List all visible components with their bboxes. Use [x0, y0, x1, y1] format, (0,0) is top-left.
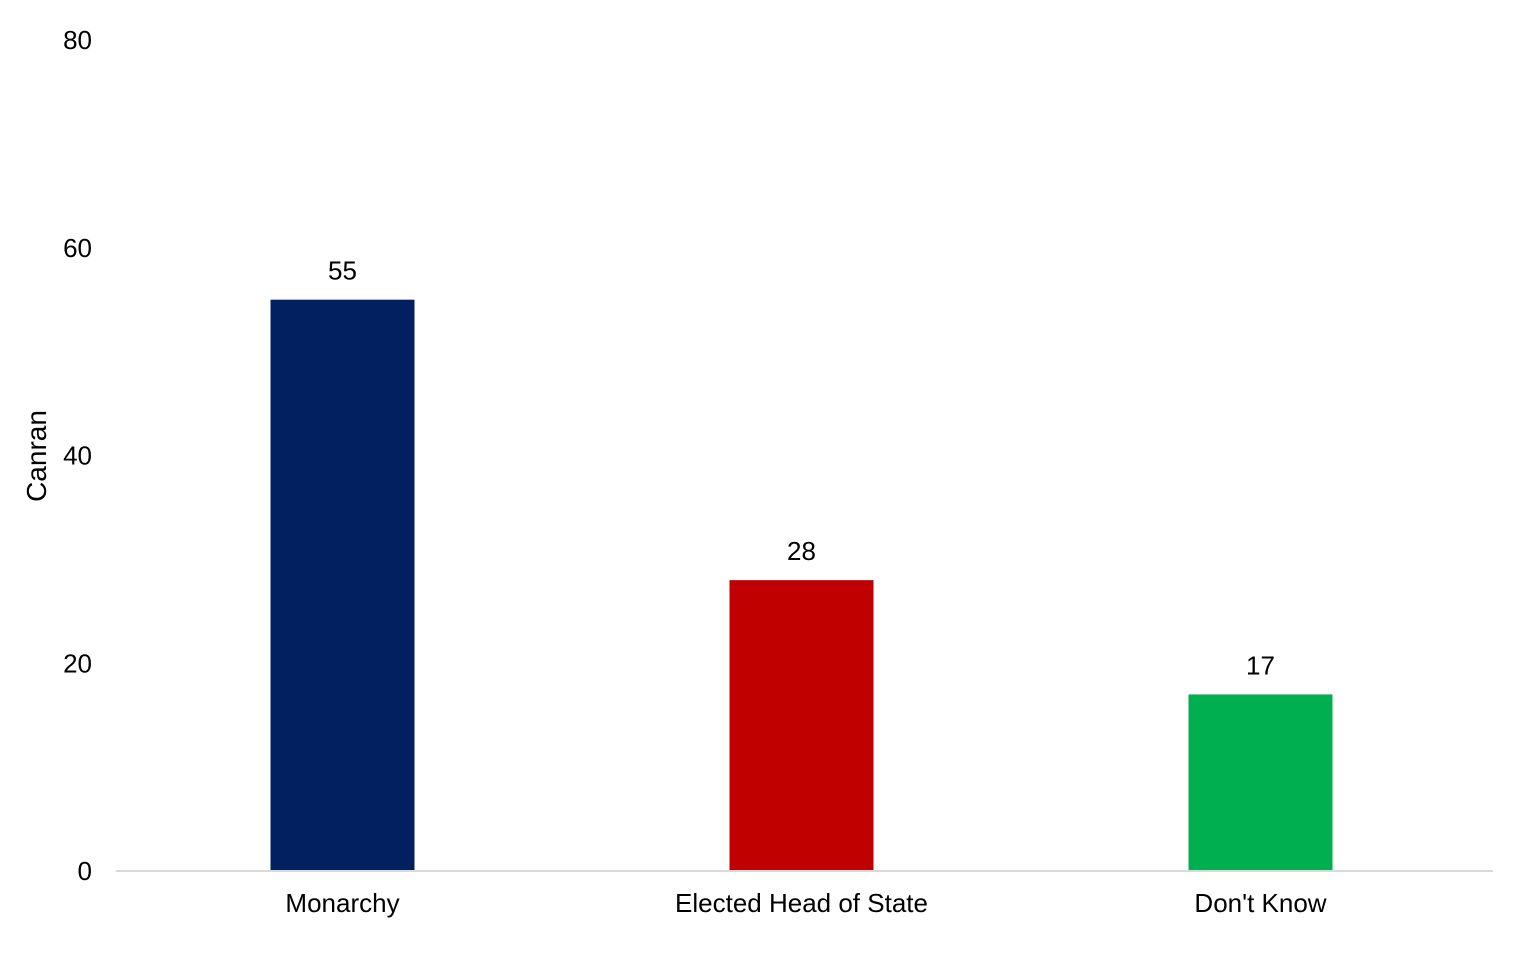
y-axis-ticks: 0 20 40 60 80: [63, 25, 92, 886]
data-labels: 55 28 17: [328, 256, 1275, 681]
y-tick-label: 40: [63, 441, 92, 471]
y-tick-label: 80: [63, 25, 92, 55]
x-tick-label: Don't Know: [1194, 888, 1326, 918]
data-label: 55: [328, 256, 357, 286]
x-tick-label: Elected Head of State: [675, 888, 928, 918]
y-tick-label: 60: [63, 233, 92, 263]
bar: [270, 299, 415, 871]
bar: [729, 580, 874, 871]
data-label: 17: [1246, 650, 1275, 680]
y-axis-title: Canran: [21, 410, 52, 502]
x-tick-label: Monarchy: [285, 888, 399, 918]
x-axis-labels: Monarchy Elected Head of State Don't Know: [285, 888, 1326, 918]
data-label: 28: [787, 536, 816, 566]
bars: [270, 299, 1333, 871]
y-tick-label: 0: [78, 856, 92, 886]
bar: [1188, 694, 1333, 871]
y-tick-label: 20: [63, 648, 92, 678]
